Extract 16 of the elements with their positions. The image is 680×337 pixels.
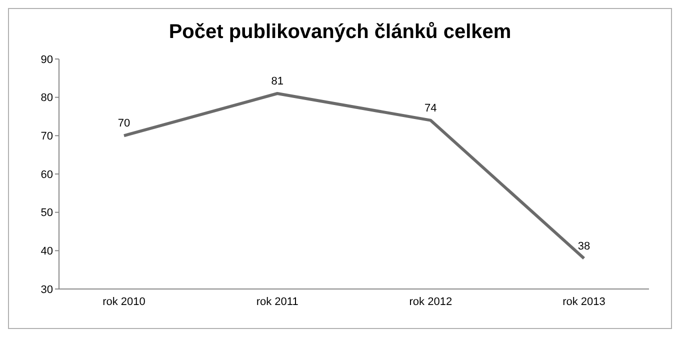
x-tick-label: rok 2012 [409,296,452,308]
chart-title: Počet publikovaných článků celkem [168,21,512,45]
data-label: 81 [271,76,284,88]
y-tick-label: 30 [40,284,53,296]
y-tick-label: 70 [40,130,53,143]
y-tick-label: 50 [40,207,53,220]
data-label: 70 [118,118,130,130]
x-tick-label: rok 2011 [256,296,298,308]
x-tick-label: rok 2010 [102,296,146,308]
y-tick-label: 80 [40,92,53,104]
y-tick-label: 60 [40,168,53,181]
y-tick-label: 90 [40,54,53,66]
data-label: 74 [424,102,437,114]
data-label: 38 [578,240,590,252]
x-tick-label: rok 2013 [562,296,606,308]
y-tick-label: 40 [40,246,53,258]
